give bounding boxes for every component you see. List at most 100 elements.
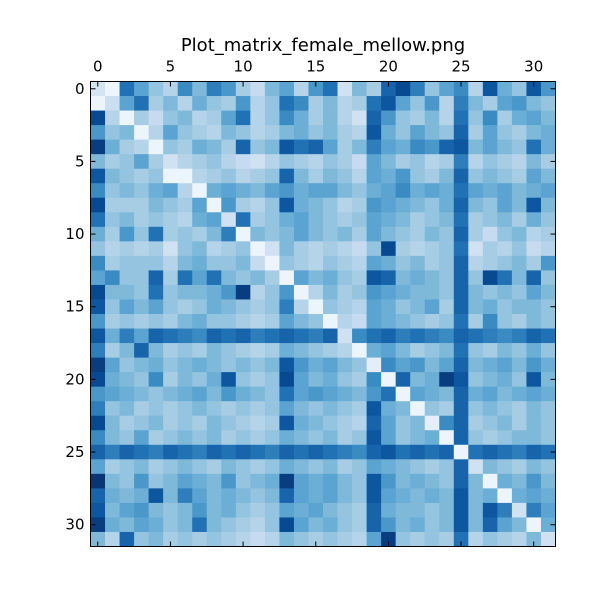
heatmap-cell <box>497 459 513 475</box>
heatmap-cell <box>235 299 251 315</box>
heatmap-cell <box>206 110 222 126</box>
heatmap-cell <box>206 444 222 460</box>
heatmap-cell <box>250 81 266 97</box>
heatmap-cell <box>177 444 193 460</box>
heatmap-cell <box>323 125 338 141</box>
heatmap-cell <box>90 110 106 126</box>
heatmap-cell <box>293 488 309 504</box>
heatmap-cell <box>366 183 382 199</box>
heatmap-cell <box>134 488 150 504</box>
heatmap-cell <box>381 444 397 460</box>
heatmap-cell <box>482 168 498 184</box>
heatmap-cell <box>497 212 513 228</box>
heatmap-cell <box>352 401 367 417</box>
heatmap-cell <box>308 125 324 141</box>
heatmap-cell <box>279 473 295 489</box>
heatmap-cell <box>250 415 266 431</box>
heatmap-cell <box>134 459 150 475</box>
heatmap-cell <box>293 386 309 402</box>
heatmap-cell <box>526 96 542 111</box>
heatmap-cell <box>410 299 426 315</box>
heatmap-cell <box>148 139 164 155</box>
heatmap-cell <box>105 343 120 358</box>
heatmap-cell <box>235 343 251 358</box>
heatmap-cell <box>134 415 150 431</box>
heatmap-cell <box>540 284 556 300</box>
heatmap-cell <box>497 444 513 460</box>
heatmap-cell <box>410 81 426 97</box>
heatmap-cell <box>453 444 469 460</box>
heatmap-cell <box>337 517 353 533</box>
heatmap-cell <box>526 386 542 402</box>
heatmap-cell <box>264 459 280 475</box>
heatmap-cell <box>119 415 135 431</box>
heatmap-cell <box>468 183 484 199</box>
heatmap-cell <box>192 488 208 504</box>
heatmap-cell <box>264 531 280 547</box>
heatmap-cell <box>352 488 367 504</box>
heatmap-cell <box>206 386 222 402</box>
heatmap-cell <box>497 357 513 373</box>
heatmap-cell <box>453 488 469 504</box>
heatmap-cell <box>540 415 556 431</box>
heatmap-cell <box>105 183 120 199</box>
heatmap-cell <box>424 270 440 286</box>
heatmap-cell <box>250 401 266 417</box>
heatmap-cell <box>410 357 426 373</box>
heatmap-cell <box>134 270 150 286</box>
heatmap-cell <box>381 299 397 315</box>
heatmap-cell <box>395 531 411 547</box>
heatmap-cell <box>540 125 556 141</box>
heatmap-cell <box>410 96 426 111</box>
heatmap-cell <box>439 314 455 329</box>
heatmap-cell <box>410 226 426 242</box>
y-tick-label: 20 <box>65 370 84 388</box>
heatmap-cell <box>439 328 455 344</box>
heatmap-cell <box>511 473 527 489</box>
heatmap-cell <box>221 81 237 97</box>
heatmap-cell <box>90 299 106 315</box>
heatmap-cell <box>279 125 295 141</box>
heatmap-cell <box>163 444 179 460</box>
heatmap-cell <box>235 328 251 344</box>
heatmap-cell <box>192 270 208 286</box>
heatmap-cell <box>540 502 556 518</box>
heatmap-cell <box>366 110 382 126</box>
heatmap-cell <box>235 401 251 417</box>
heatmap-cell <box>497 314 513 329</box>
heatmap-cell <box>482 473 498 489</box>
heatmap-cell <box>206 531 222 547</box>
heatmap-cell <box>511 372 527 388</box>
heatmap-cell <box>352 168 367 184</box>
heatmap-cell <box>482 430 498 446</box>
heatmap-cell <box>293 430 309 446</box>
heatmap-cell <box>424 328 440 344</box>
heatmap-cell <box>366 226 382 242</box>
heatmap-cell <box>163 96 179 111</box>
heatmap-cell <box>105 357 120 373</box>
heatmap-cell <box>468 81 484 97</box>
heatmap-cell <box>192 314 208 329</box>
heatmap-cell <box>511 241 527 257</box>
heatmap-cell <box>119 430 135 446</box>
heatmap-cell <box>540 386 556 402</box>
heatmap-cell <box>134 386 150 402</box>
plot-frame <box>90 81 556 547</box>
heatmap-cell <box>206 154 222 170</box>
heatmap-cell <box>337 372 353 388</box>
heatmap-cell <box>497 284 513 300</box>
heatmap-cell <box>482 357 498 373</box>
heatmap-cell <box>410 531 426 547</box>
heatmap-cell <box>526 241 542 257</box>
heatmap-cell <box>366 139 382 155</box>
heatmap-cell <box>511 139 527 155</box>
heatmap-cell <box>482 502 498 518</box>
heatmap-cell <box>352 386 367 402</box>
heatmap-cell <box>366 241 382 257</box>
heatmap-cell <box>381 284 397 300</box>
heatmap-cell <box>410 401 426 417</box>
heatmap-cell <box>177 299 193 315</box>
heatmap-cell <box>192 139 208 155</box>
heatmap-cell <box>90 357 106 373</box>
heatmap-cell <box>352 473 367 489</box>
